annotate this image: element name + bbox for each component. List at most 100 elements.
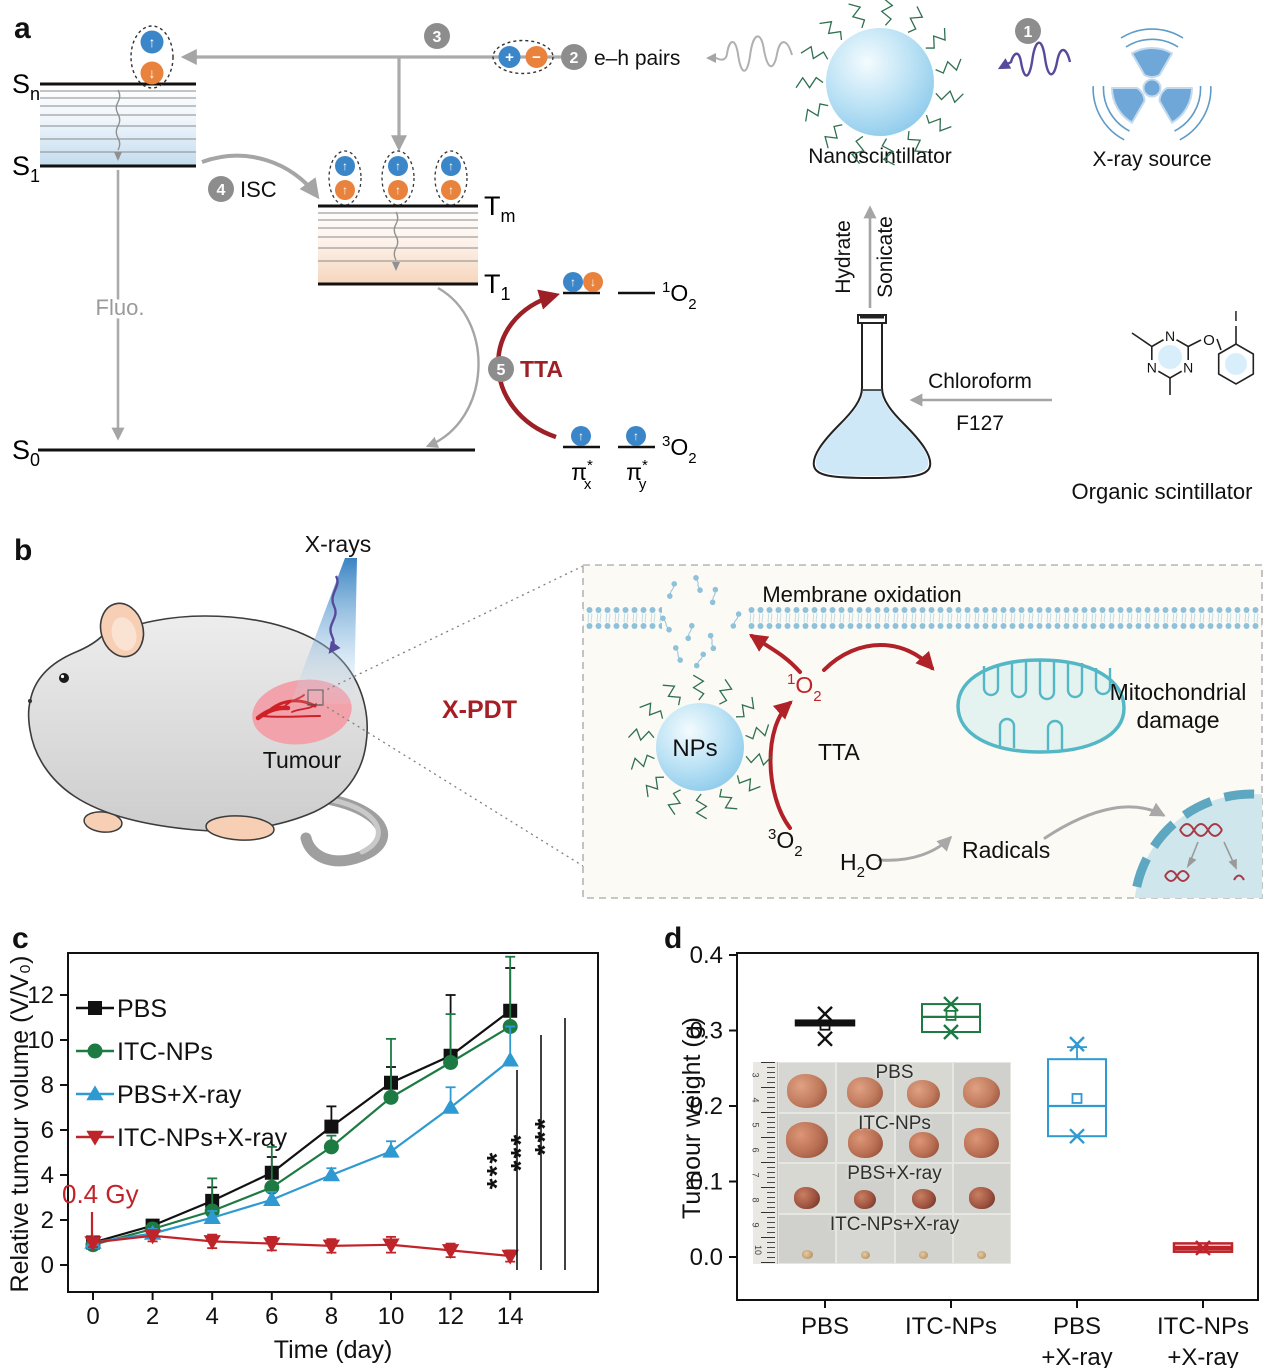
level-label-sn: Sn (12, 69, 40, 104)
chart-element (700, 651, 707, 658)
dose-annotation: 0.4 Gy (62, 1179, 139, 1209)
polymer-squiggle (907, 131, 928, 153)
tumour-photo (894, 1112, 953, 1163)
chart-element (666, 626, 672, 633)
chart-element (697, 656, 703, 664)
svg-text:↓: ↓ (149, 65, 156, 81)
data-point (501, 1051, 519, 1067)
hydrate-label: Hydrate (832, 220, 855, 294)
triplet-exciton-pairs-icon: ↑ ↑ ↑ ↑ ↑ ↑ (328, 150, 468, 206)
box-data-point (943, 996, 959, 1012)
d-category-label: PBS (1053, 1313, 1101, 1340)
step-5-badge: 5 (488, 356, 514, 382)
polymer-corona (795, 0, 964, 166)
box-data-point (817, 1006, 833, 1022)
svg-text:N: N (1165, 328, 1175, 344)
polymer-squiggle (719, 788, 738, 810)
data-point (263, 1237, 281, 1253)
d-y-tick-label: 0.1 (690, 1169, 723, 1196)
exciton-pair-singlet-icon: ↑ ↓ (130, 25, 174, 89)
chart-element (672, 645, 679, 651)
panel-b-mechanism-diagram: b X-rays Tumour X-PDT (14, 531, 1263, 899)
level-label-s0: S0 (12, 435, 40, 470)
polymer-squiggle (800, 45, 829, 60)
ether-oxygen-label: O (1203, 332, 1215, 349)
tumour-blob (786, 1122, 829, 1158)
svg-text:↑: ↑ (448, 183, 454, 197)
tumour-blob (847, 1076, 884, 1108)
energy-transfer-arrow-3 (180, 49, 586, 152)
box-mean-marker (819, 1019, 831, 1031)
tumour-blob (963, 1076, 1001, 1108)
legend-label: PBS+X-ray (117, 1081, 242, 1109)
tumour-blob (794, 1186, 821, 1209)
polymer-squiggle (736, 696, 755, 718)
d-category-label: ITC-NPs (1157, 1313, 1249, 1340)
nanoparticle-icon (656, 703, 744, 791)
pi-x-orbital-label: π* x (571, 457, 593, 493)
tumour-photo (836, 1163, 895, 1214)
svg-text:↑: ↑ (570, 275, 576, 289)
organic-scintillator-label: Organic scintillator (1072, 479, 1253, 504)
svg-text:+: + (505, 49, 514, 66)
panel-d-letter: d (664, 922, 682, 955)
tta-label: TTA (520, 356, 563, 382)
polymer-squiggle (881, 138, 895, 166)
significance-stars: *** (505, 1133, 536, 1172)
xrays-label: X-rays (305, 531, 371, 557)
scintillation-photon-icon (706, 35, 793, 72)
xray-source-label: X-ray source (1092, 148, 1211, 171)
tumour-photo (778, 1213, 837, 1264)
polymer-squiggle (880, 0, 894, 26)
ruler-number: 7 (750, 1172, 761, 1178)
series-line (92, 1009, 511, 1244)
tumour-photo (952, 1062, 1011, 1113)
d-y-tick-label: 0.4 (690, 942, 723, 969)
c-y-tick-label: 10 (27, 1027, 54, 1054)
nanoscintillator-label: Nanoscintillator (808, 145, 952, 168)
ruler-number: 8 (750, 1197, 761, 1203)
triplet-decay-arrow (425, 286, 480, 448)
chart-element (688, 628, 692, 636)
box-data-point (1069, 1128, 1085, 1145)
ruler-number: 9 (750, 1222, 761, 1228)
svg-text:↑: ↑ (395, 159, 401, 173)
radiation-trefoil-icon (1092, 28, 1212, 141)
ruler: 3 4 5 6 7 8 9 10 (750, 1062, 778, 1264)
svg-text:4: 4 (217, 182, 226, 199)
chart-element (660, 615, 666, 622)
nps-label: NPs (672, 735, 717, 762)
c-plot-area: 0 2 4 6 8 10 12 0 2 4 6 8 10 12 14 PBS ITC-NPs PBS+X-ray I… (27, 952, 599, 1330)
lipid-fragment (707, 632, 717, 652)
singlet-oxygen-levels: ↑ ↓ (563, 272, 655, 295)
data-point (501, 1249, 519, 1265)
svg-text:↑: ↑ (342, 159, 348, 173)
lipid-fragment (709, 586, 719, 606)
svg-text:↑: ↑ (149, 34, 156, 50)
polymer-squiggle (935, 58, 962, 74)
chart-element (685, 635, 692, 642)
mouse-illustration (27, 602, 388, 867)
c-y-tick-label: 4 (41, 1162, 54, 1189)
chart-element (707, 632, 714, 639)
panel-b-letter: b (14, 534, 32, 567)
mouse-hind-foot (205, 815, 275, 841)
polymer-squiggle (907, 6, 924, 33)
flask-icon (812, 314, 932, 480)
polymer-squiggle (695, 793, 708, 820)
c-y-tick-label: 6 (41, 1117, 54, 1144)
data-point (263, 1191, 281, 1207)
c-x-tick-label: 8 (325, 1303, 338, 1330)
polymer-squiggle (824, 124, 843, 149)
d-category-label: +X-ray (1041, 1344, 1112, 1368)
lipid-bilayer-membrane (583, 606, 1262, 630)
dose-arrowhead (87, 1240, 97, 1251)
mouse-eye (59, 673, 69, 683)
ruler-number: 4 (750, 1097, 761, 1103)
tta-label-b: TTA (818, 739, 860, 765)
lipid-fragment (730, 611, 742, 629)
h2o-label: H2O (840, 849, 883, 881)
chart-element (709, 599, 716, 606)
triplet-oxygen-levels: ↑ ↑ (563, 426, 655, 449)
